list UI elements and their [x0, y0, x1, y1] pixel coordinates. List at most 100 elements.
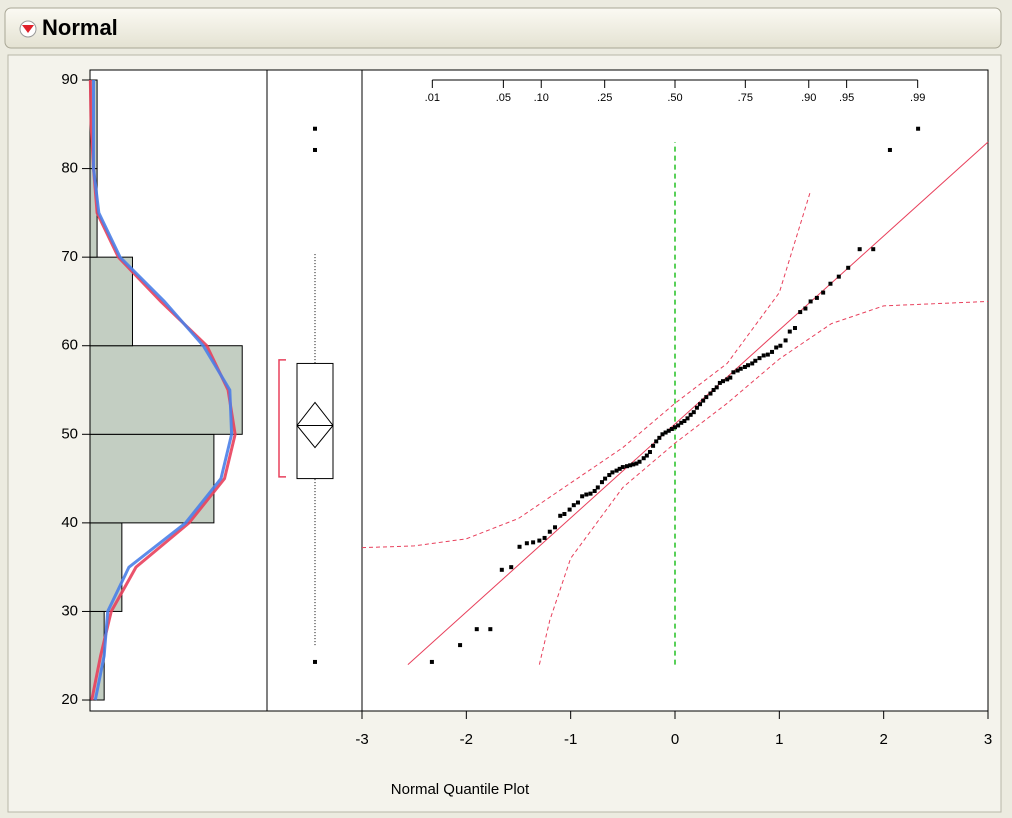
point — [488, 627, 493, 632]
y-tick-label: 90 — [61, 71, 78, 88]
point — [644, 453, 649, 458]
point — [735, 368, 740, 373]
mean-diamond — [296, 401, 334, 449]
point — [617, 466, 622, 471]
point — [625, 464, 630, 469]
point — [821, 290, 826, 295]
point — [708, 391, 713, 396]
x-tick-label: -3 — [355, 731, 368, 748]
point — [547, 529, 552, 534]
point — [814, 295, 819, 300]
outlier — [313, 659, 317, 664]
point — [750, 361, 755, 366]
probability-label: .99 — [910, 92, 925, 104]
point — [714, 385, 719, 390]
bar — [89, 345, 243, 435]
probability-label: .50 — [667, 92, 682, 104]
box — [296, 362, 334, 480]
bar — [89, 522, 123, 612]
y-tick-label: 60 — [61, 337, 78, 354]
probability-label: .10 — [534, 92, 549, 104]
header-bar[interactable] — [4, 7, 1002, 49]
point — [688, 412, 693, 417]
point — [682, 419, 687, 424]
point — [887, 147, 892, 152]
point — [614, 468, 619, 473]
point — [728, 375, 733, 380]
point — [509, 565, 514, 570]
point — [694, 405, 699, 410]
probability-label: .90 — [801, 92, 816, 104]
point — [524, 541, 529, 546]
point — [603, 476, 608, 481]
probability-label: .01 — [425, 92, 440, 104]
point — [631, 462, 636, 467]
point — [628, 463, 633, 468]
point — [669, 426, 674, 431]
point — [857, 247, 862, 252]
x-axis-title: Normal Quantile Plot — [391, 781, 530, 798]
point — [828, 281, 833, 286]
y-tick-label: 50 — [61, 425, 78, 442]
point — [537, 538, 542, 543]
point — [663, 430, 668, 435]
point — [798, 310, 803, 315]
probability-label: .75 — [738, 92, 753, 104]
x-tick-label: -1 — [564, 731, 577, 748]
disclosure-triangle[interactable] — [22, 25, 34, 33]
point — [742, 364, 747, 369]
point — [654, 439, 659, 444]
point — [553, 525, 558, 530]
point — [634, 461, 639, 466]
point — [774, 345, 779, 350]
point — [499, 567, 504, 572]
point — [571, 503, 576, 508]
fit-line — [407, 141, 989, 665]
point — [808, 299, 813, 304]
point — [698, 402, 703, 407]
density-curve — [92, 80, 234, 701]
point — [731, 370, 736, 375]
point — [575, 500, 580, 505]
point — [704, 395, 709, 400]
bar — [89, 256, 133, 347]
x-tick-label: 0 — [671, 731, 679, 748]
point — [595, 485, 600, 490]
point — [738, 366, 743, 371]
x-tick-label: -2 — [460, 731, 473, 748]
point — [651, 443, 656, 448]
point — [691, 410, 696, 415]
point — [610, 470, 615, 475]
point — [429, 659, 434, 664]
point — [792, 326, 797, 331]
point — [567, 507, 572, 512]
header-title: Normal — [42, 15, 118, 40]
point — [720, 379, 725, 384]
point — [783, 338, 788, 343]
point — [761, 353, 766, 358]
x-tick-label: 2 — [879, 731, 887, 748]
point — [787, 329, 792, 334]
confidence-band — [538, 300, 989, 665]
point — [660, 432, 665, 437]
point — [641, 456, 646, 461]
point — [701, 398, 706, 403]
point — [647, 450, 652, 455]
point — [711, 388, 716, 393]
point — [685, 416, 690, 421]
point — [542, 535, 547, 540]
y-tick-label: 30 — [61, 602, 78, 619]
point — [637, 459, 642, 464]
point — [657, 435, 662, 440]
point — [620, 465, 625, 470]
probability-label: .05 — [496, 92, 511, 104]
point — [871, 247, 876, 252]
probability-label: .95 — [839, 92, 854, 104]
confidence-band — [361, 190, 812, 549]
point — [679, 420, 684, 425]
point — [725, 377, 730, 382]
point — [778, 343, 783, 348]
point — [757, 356, 762, 361]
